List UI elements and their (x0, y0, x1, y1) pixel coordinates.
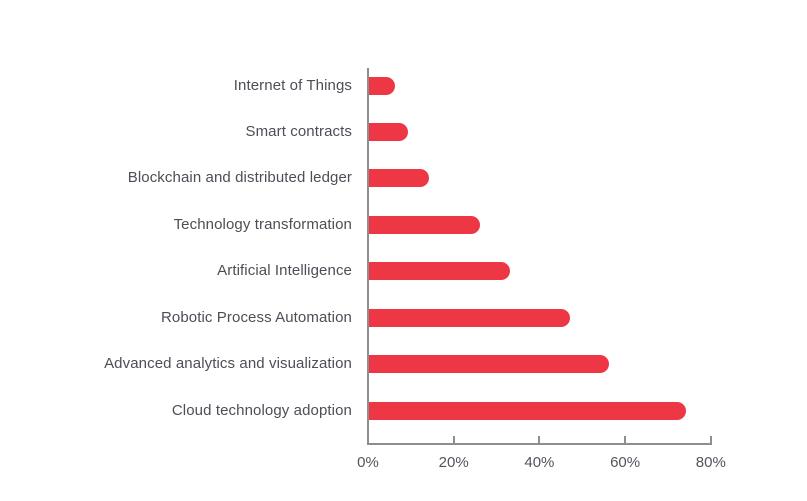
category-label: Advanced analytics and visualization (104, 355, 352, 373)
x-tick-mark (452, 436, 455, 443)
category-label: Internet of Things (233, 76, 352, 94)
bar (369, 401, 687, 420)
x-tick-label: 80% (695, 454, 726, 471)
bar (369, 169, 429, 188)
x-tick-mark (624, 436, 627, 443)
bar (369, 355, 609, 374)
bar (369, 76, 395, 95)
category-label: Technology transformation (173, 215, 352, 233)
x-tick-label: 20% (438, 454, 469, 471)
x-axis-line (367, 443, 712, 445)
y-axis-line (367, 68, 369, 445)
category-label: Smart contracts (245, 122, 352, 140)
bar (369, 262, 511, 281)
bar (369, 215, 481, 234)
bar (369, 308, 571, 327)
x-tick-mark (538, 436, 541, 443)
category-label: Blockchain and distributed ledger (127, 169, 352, 187)
category-label: Cloud technology adoption (171, 401, 352, 419)
x-tick-label: 0% (357, 454, 379, 471)
category-label: Robotic Process Automation (160, 308, 352, 326)
x-tick-label: 40% (524, 454, 555, 471)
x-tick-mark (709, 436, 712, 443)
bar (369, 122, 408, 141)
category-label: Artificial Intelligence (217, 262, 352, 280)
x-tick-label: 60% (610, 454, 641, 471)
